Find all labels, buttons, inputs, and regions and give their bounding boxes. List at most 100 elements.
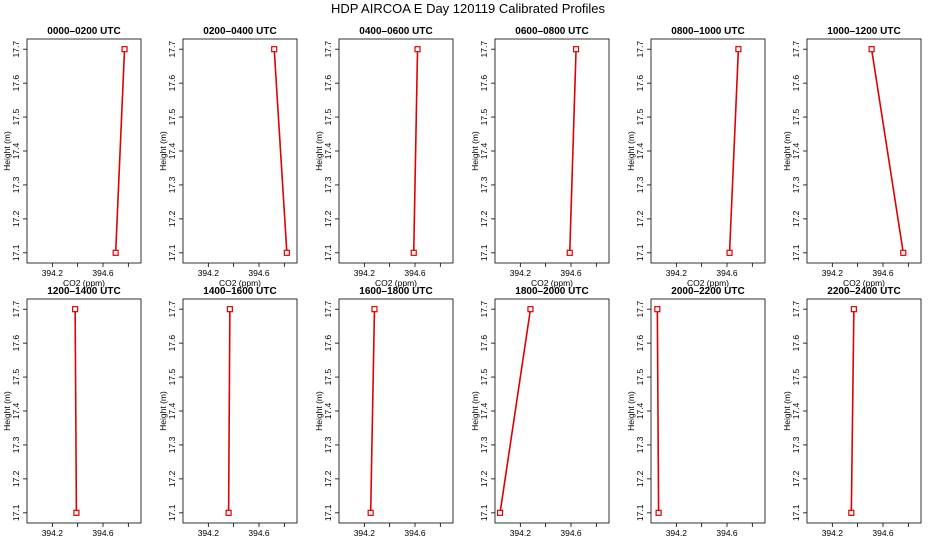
data-point xyxy=(848,509,855,516)
y-tick-label: 17.3 xyxy=(791,436,801,453)
y-tick-label: 17.2 xyxy=(11,470,21,487)
y-tick-label: 17.5 xyxy=(635,369,645,386)
y-axis-label: Height (m) xyxy=(2,391,12,431)
y-tick-label: 17.3 xyxy=(791,176,801,193)
data-point xyxy=(410,249,417,256)
y-tick-label: 17.2 xyxy=(635,210,645,227)
profile-line xyxy=(499,309,532,513)
panel-title: 0200–0400 UTC xyxy=(203,26,276,37)
y-tick-label: 17.4 xyxy=(167,142,177,159)
y-tick-label: 17.3 xyxy=(479,436,489,453)
y-tick-label: 17.6 xyxy=(323,75,333,92)
profile-line xyxy=(850,309,855,513)
y-axis-label: Height (m) xyxy=(626,131,636,171)
y-tick-label: 17.4 xyxy=(479,402,489,419)
y-tick-label: 17.1 xyxy=(791,504,801,521)
panel-title: 0400–0600 UTC xyxy=(359,26,432,37)
y-axis-label: Height (m) xyxy=(2,131,12,171)
plot-frame xyxy=(806,38,922,264)
data-point xyxy=(225,509,232,516)
y-tick-label: 17.7 xyxy=(479,41,489,58)
y-tick-label: 17.5 xyxy=(791,109,801,126)
panel-title: 2000–2200 UTC xyxy=(671,286,744,297)
panel-title: 0000–0200 UTC xyxy=(47,26,120,37)
x-tick-label: 394.6 xyxy=(560,528,582,538)
panel-title: 0600–0800 UTC xyxy=(515,26,588,37)
plot-frame xyxy=(338,298,454,524)
y-tick-label: 17.4 xyxy=(11,402,21,419)
y-tick-label: 17.6 xyxy=(167,75,177,92)
x-tick-label: 394.6 xyxy=(716,268,738,278)
y-tick-label: 17.2 xyxy=(635,470,645,487)
data-point xyxy=(735,46,742,53)
x-tick-label: 394.2 xyxy=(822,268,844,278)
y-tick-label: 17.1 xyxy=(323,504,333,521)
data-point xyxy=(271,46,278,53)
y-tick-label: 17.7 xyxy=(167,41,177,58)
x-tick-label: 394.6 xyxy=(872,268,894,278)
x-tick-label: 394.6 xyxy=(404,268,426,278)
data-point xyxy=(654,306,661,313)
plot-frame xyxy=(806,298,922,524)
data-point xyxy=(496,509,504,516)
profile-line xyxy=(568,49,577,253)
y-tick-label: 17.7 xyxy=(635,301,645,318)
x-tick-label: 394.6 xyxy=(872,528,894,538)
y-tick-label: 17.3 xyxy=(479,176,489,193)
y-axis-label: Height (m) xyxy=(314,391,324,431)
y-tick-label: 17.5 xyxy=(479,109,489,126)
y-tick-label: 17.4 xyxy=(635,142,645,159)
y-axis-label: Height (m) xyxy=(158,131,168,171)
y-tick-label: 17.6 xyxy=(791,335,801,352)
y-axis-label: Height (m) xyxy=(782,391,792,431)
y-tick-label: 17.2 xyxy=(791,210,801,227)
y-tick-label: 17.7 xyxy=(635,41,645,58)
y-tick-label: 17.6 xyxy=(635,75,645,92)
x-tick-label: 394.6 xyxy=(404,528,426,538)
plot-frame xyxy=(494,38,610,264)
x-tick-label: 394.2 xyxy=(198,528,220,538)
y-tick-label: 17.4 xyxy=(323,142,333,159)
x-axis-label: CO2 (ppm) xyxy=(375,538,417,540)
x-tick-label: 394.2 xyxy=(42,268,64,278)
data-point xyxy=(868,46,875,53)
x-tick-label: 394.2 xyxy=(198,268,220,278)
data-point xyxy=(726,249,733,256)
y-tick-label: 17.3 xyxy=(11,176,21,193)
x-tick-label: 394.6 xyxy=(716,528,738,538)
y-tick-label: 17.7 xyxy=(11,301,21,318)
y-tick-label: 17.1 xyxy=(635,504,645,521)
y-tick-label: 17.6 xyxy=(167,335,177,352)
y-tick-label: 17.5 xyxy=(635,109,645,126)
y-axis-label: Height (m) xyxy=(314,131,324,171)
data-point xyxy=(112,249,119,256)
panel-title: 1800–2000 UTC xyxy=(515,286,588,297)
x-axis-label: CO2 (ppm) xyxy=(687,278,729,288)
plot-frame xyxy=(182,298,298,524)
data-point xyxy=(414,46,421,53)
y-tick-label: 17.1 xyxy=(11,244,21,261)
y-tick-label: 17.6 xyxy=(323,335,333,352)
x-axis-label: CO2 (ppm) xyxy=(63,538,105,540)
data-point xyxy=(283,249,290,256)
y-tick-label: 17.2 xyxy=(167,470,177,487)
y-tick-label: 17.3 xyxy=(11,436,21,453)
y-axis-label: Height (m) xyxy=(626,391,636,431)
y-tick-label: 17.5 xyxy=(323,109,333,126)
y-tick-label: 17.5 xyxy=(11,109,21,126)
y-tick-label: 17.6 xyxy=(791,75,801,92)
x-tick-label: 394.2 xyxy=(354,268,376,278)
y-tick-label: 17.6 xyxy=(11,75,21,92)
panel-title: 0800–1000 UTC xyxy=(671,26,744,37)
data-point xyxy=(226,306,233,313)
x-tick-label: 394.6 xyxy=(248,528,270,538)
panel-title: 2200–2400 UTC xyxy=(827,286,900,297)
x-tick-label: 394.6 xyxy=(560,268,582,278)
x-axis-label: CO2 (ppm) xyxy=(843,538,885,540)
profile-line xyxy=(369,309,376,513)
profile-line xyxy=(273,49,288,253)
panel-title: 1000–1200 UTC xyxy=(827,26,900,37)
x-tick-label: 394.2 xyxy=(666,528,688,538)
x-axis-label: CO2 (ppm) xyxy=(531,538,573,540)
data-point xyxy=(73,509,80,516)
